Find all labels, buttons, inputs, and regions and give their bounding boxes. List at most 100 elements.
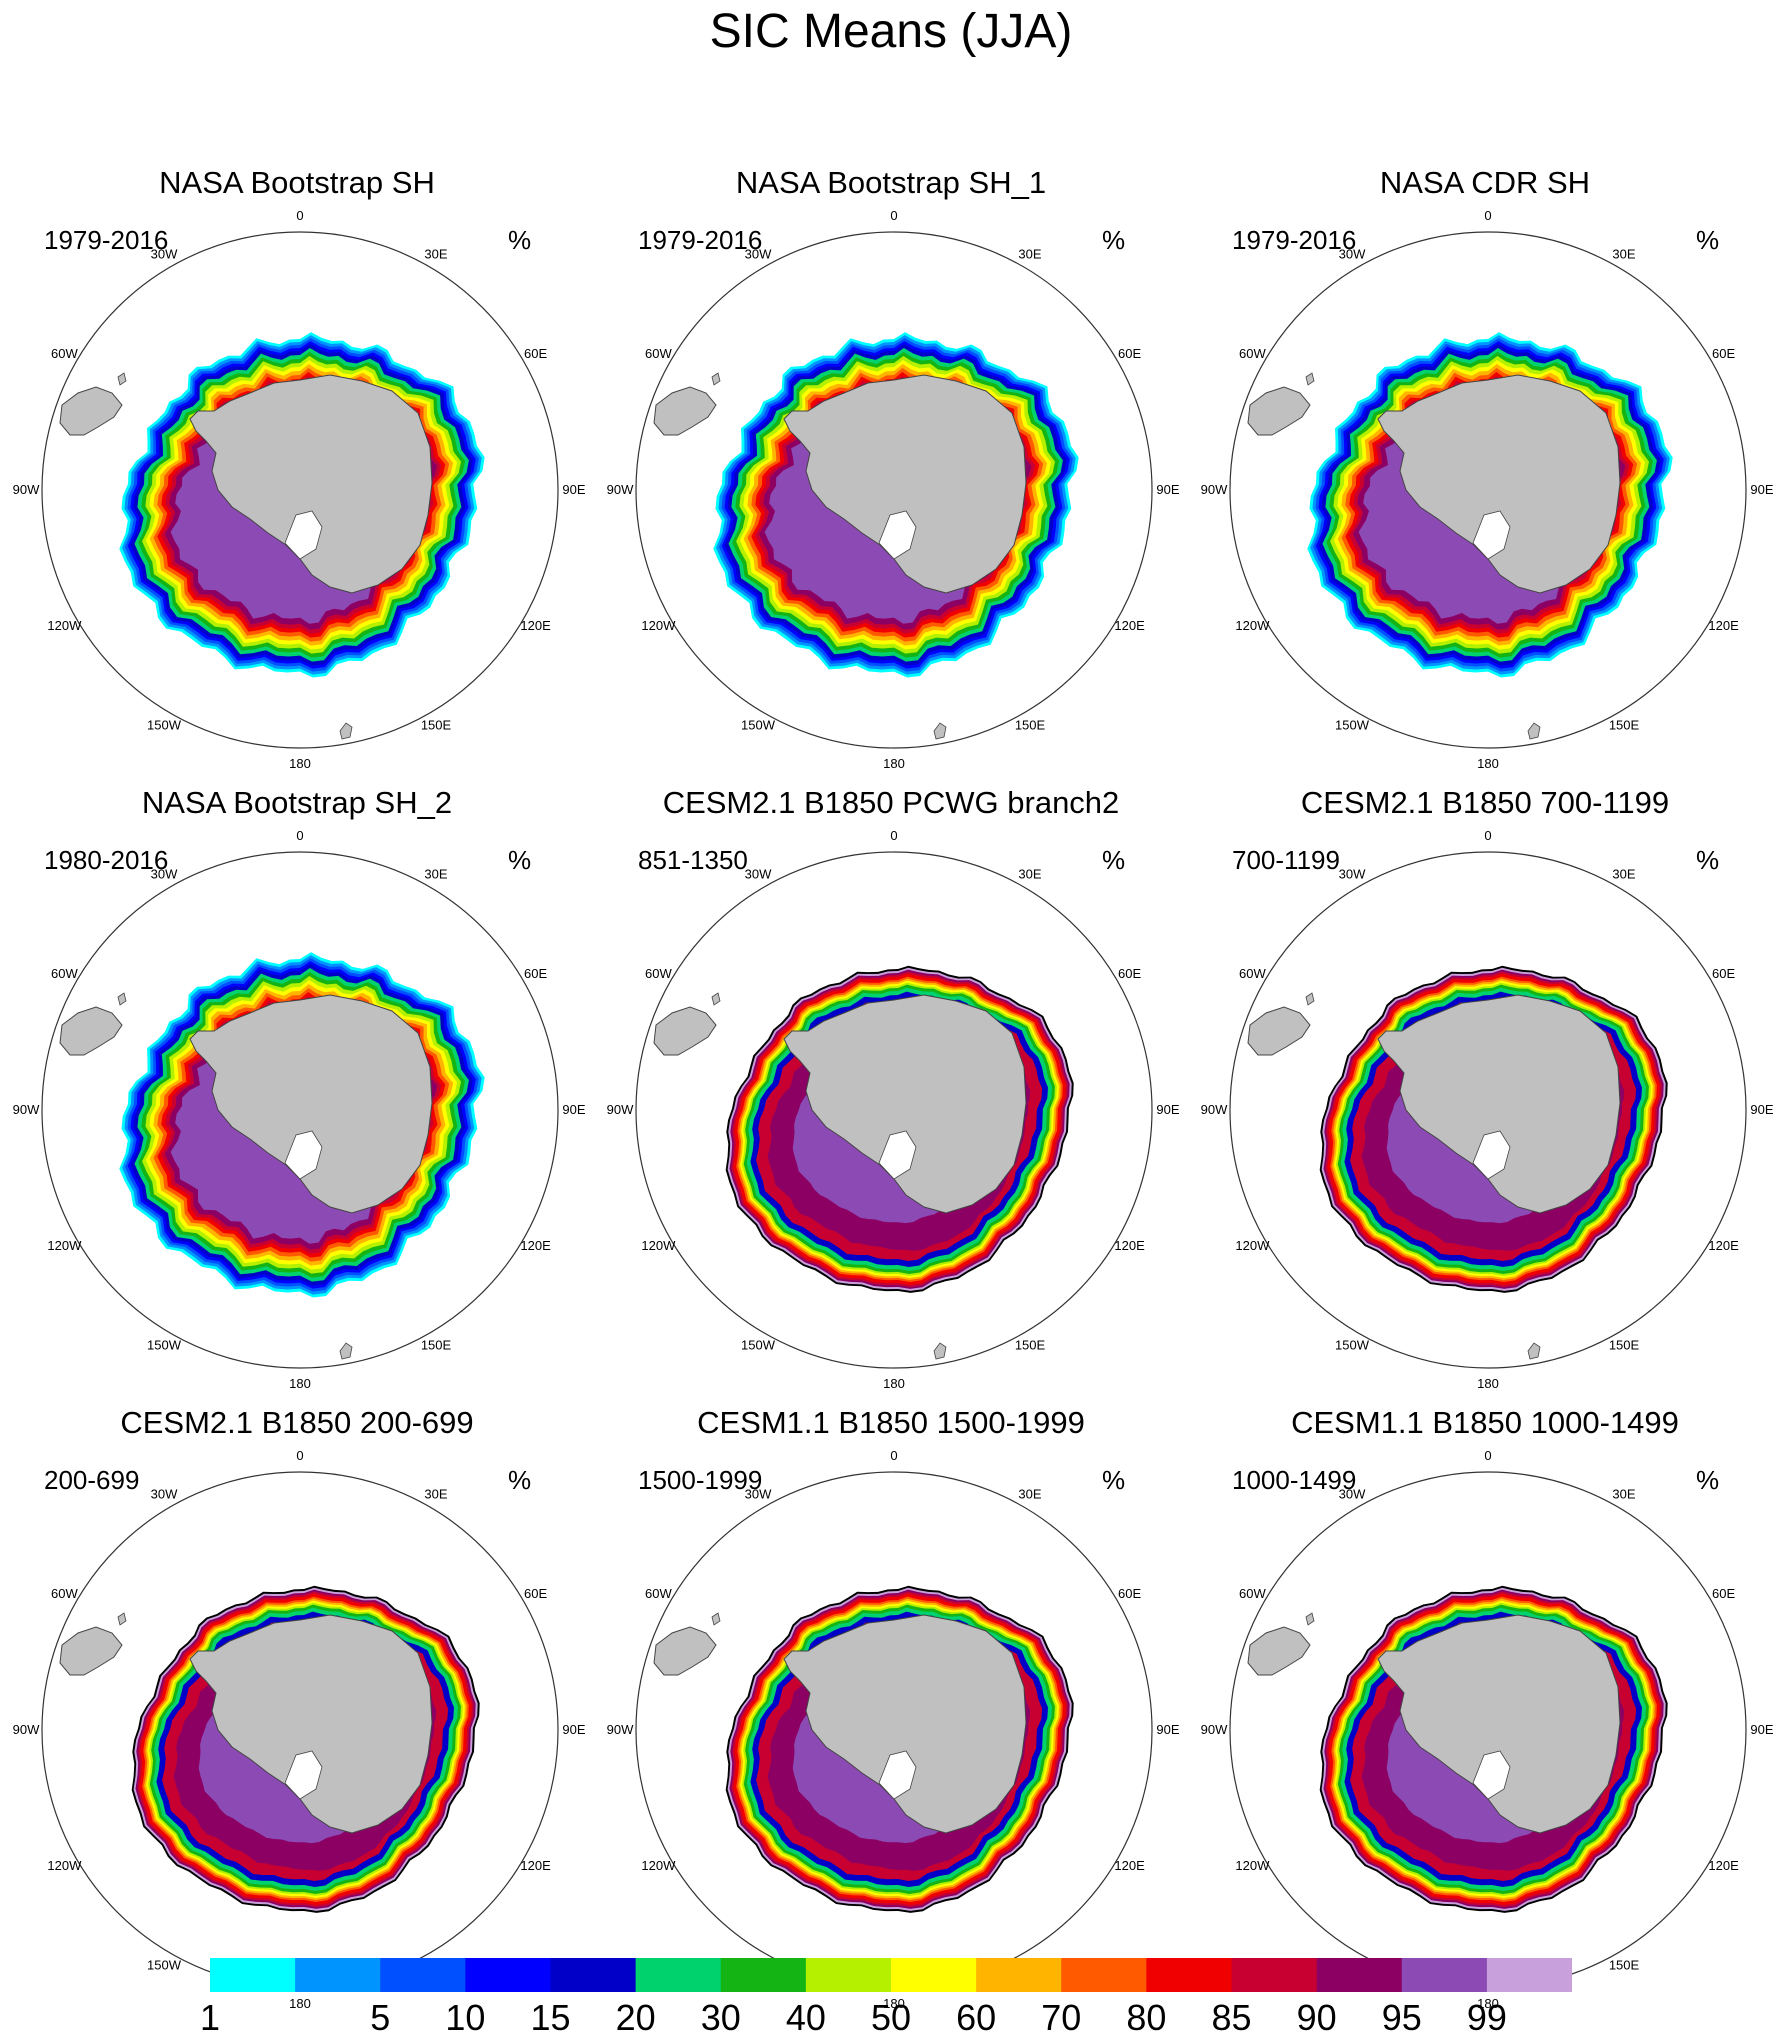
colorbar-level-label: 85: [1211, 1997, 1252, 2038]
ice-shelf: [1472, 1130, 1511, 1180]
new-zealand-landmass: [933, 1342, 947, 1360]
longitude-label: 90E: [562, 1722, 585, 1737]
longitude-label: 120E: [520, 1858, 551, 1873]
longitude-label: 150E: [1015, 1338, 1046, 1353]
colorbar-level-label: 20: [615, 1997, 656, 2038]
longitude-label: 150W: [147, 1338, 182, 1353]
colorbar-swatch: [1486, 1958, 1572, 1992]
longitude-label: 90W: [13, 1722, 40, 1737]
longitude-label: 180: [1477, 1376, 1499, 1391]
longitude-label: 180: [883, 1376, 905, 1391]
longitude-label: 30E: [1018, 1486, 1041, 1501]
longitude-label: 90W: [607, 1722, 634, 1737]
antarctica-landmass: [783, 374, 1027, 594]
panel-units: %: [508, 225, 532, 255]
panel-period: 1979-2016: [638, 225, 763, 255]
panel-title: NASA Bootstrap SH_2: [141, 785, 453, 820]
longitude-label: 60W: [645, 966, 672, 981]
longitude-label: 60E: [524, 1586, 547, 1601]
antarctica-landmass: [189, 374, 433, 594]
longitude-label: 0: [296, 208, 303, 223]
panel-units: %: [1102, 1465, 1126, 1495]
colorbar-level-label: 90: [1296, 1997, 1337, 2038]
longitude-label: 60E: [1712, 1586, 1735, 1601]
longitude-label: 150E: [1609, 718, 1640, 733]
longitude-label: 90E: [1156, 1722, 1179, 1737]
colorbar-level-label: 50: [870, 1997, 912, 2038]
longitude-label: 150W: [1335, 718, 1370, 733]
south-america-landmass: [653, 1626, 717, 1676]
longitude-label: 90W: [13, 482, 40, 497]
longitude-label: 120E: [1114, 618, 1145, 633]
map-panel: CESM1.1 B1850 1500-1999 1500-1999% 0 30E 60E…: [594, 1315, 1188, 2011]
figure-title: SIC Means (JJA): [709, 5, 1073, 58]
longitude-label: 180: [289, 1376, 311, 1391]
longitude-label: 0: [1484, 1448, 1491, 1463]
longitude-label: 60W: [1239, 346, 1266, 361]
island: [711, 1612, 721, 1626]
panel-period: 1980-2016: [44, 845, 169, 875]
longitude-label: 60E: [1712, 346, 1735, 361]
antarctica-landmass: [1377, 994, 1621, 1214]
longitude-label: 120W: [47, 1858, 82, 1873]
colorbar-swatch: [720, 1958, 807, 1992]
colorbar-swatch: [295, 1958, 381, 1992]
island: [117, 1612, 127, 1626]
island: [117, 992, 127, 1006]
island: [1305, 992, 1315, 1006]
colorbar-swatch: [465, 1958, 552, 1992]
longitude-label: 30E: [1018, 246, 1041, 261]
longitude-label: 60E: [1712, 966, 1735, 981]
longitude-label: 90E: [1750, 1722, 1773, 1737]
longitude-label: 180: [289, 756, 311, 771]
colorbar-swatch: [380, 1958, 466, 1992]
map-panel: CESM1.1 B1850 1000-1499 1000-1499% 0 30E 60E…: [1188, 1315, 1782, 2011]
longitude-label: 0: [890, 208, 897, 223]
longitude-label: 90E: [1750, 482, 1773, 497]
panel-period: 1000-1499: [1232, 1465, 1357, 1495]
south-america-landmass: [653, 386, 717, 436]
longitude-label: 30E: [424, 246, 447, 261]
longitude-label: 30E: [1612, 866, 1635, 881]
antarctica-landmass: [1377, 374, 1621, 594]
longitude-label: 0: [890, 1448, 897, 1463]
longitude-label: 30W: [1339, 866, 1366, 881]
longitude-label: 180: [1477, 1996, 1499, 2011]
longitude-label: 120E: [1114, 1858, 1145, 1873]
longitude-label: 150W: [741, 718, 776, 733]
map-panel: CESM2.1 B1850 700-1199 700-1199% 0 30E 60E 90…: [1188, 695, 1782, 1391]
panel-period: 1500-1999: [638, 1465, 763, 1495]
longitude-label: 30E: [1612, 1486, 1635, 1501]
panel-title: CESM2.1 B1850 700-1199: [1300, 785, 1670, 820]
longitude-label: 180: [289, 1996, 311, 2011]
new-zealand-landmass: [339, 722, 353, 740]
longitude-label: 120W: [47, 1238, 82, 1253]
colorbar-swatch: [1146, 1958, 1233, 1992]
longitude-label: 180: [883, 1996, 905, 2011]
colorbar-swatch: [976, 1958, 1062, 1992]
new-zealand-landmass: [1527, 1342, 1541, 1360]
longitude-label: 30W: [1339, 246, 1366, 261]
longitude-label: 120E: [520, 618, 551, 633]
panel-units: %: [1102, 225, 1126, 255]
longitude-label: 30W: [151, 866, 178, 881]
panel-units: %: [1102, 845, 1126, 875]
ice-shelf: [878, 1750, 917, 1800]
colorbar-swatch: [1316, 1958, 1403, 1992]
longitude-label: 180: [1477, 756, 1499, 771]
panel-title: CESM1.1 B1850 1500-1999: [697, 1405, 1085, 1440]
panel-title: NASA CDR SH: [1379, 165, 1591, 200]
longitude-label: 90W: [1201, 482, 1228, 497]
colorbar-level-label: 5: [370, 1997, 391, 2038]
colorbar: [210, 1958, 1572, 1992]
colorbar-swatch: [1061, 1958, 1147, 1992]
colorbar-swatch: [805, 1958, 892, 1992]
colorbar-level-label: 10: [445, 1997, 486, 2038]
longitude-label: 0: [1484, 208, 1491, 223]
longitude-label: 60W: [645, 346, 672, 361]
panel-title: NASA Bootstrap SH: [159, 165, 435, 200]
panel-period: 1979-2016: [44, 225, 169, 255]
